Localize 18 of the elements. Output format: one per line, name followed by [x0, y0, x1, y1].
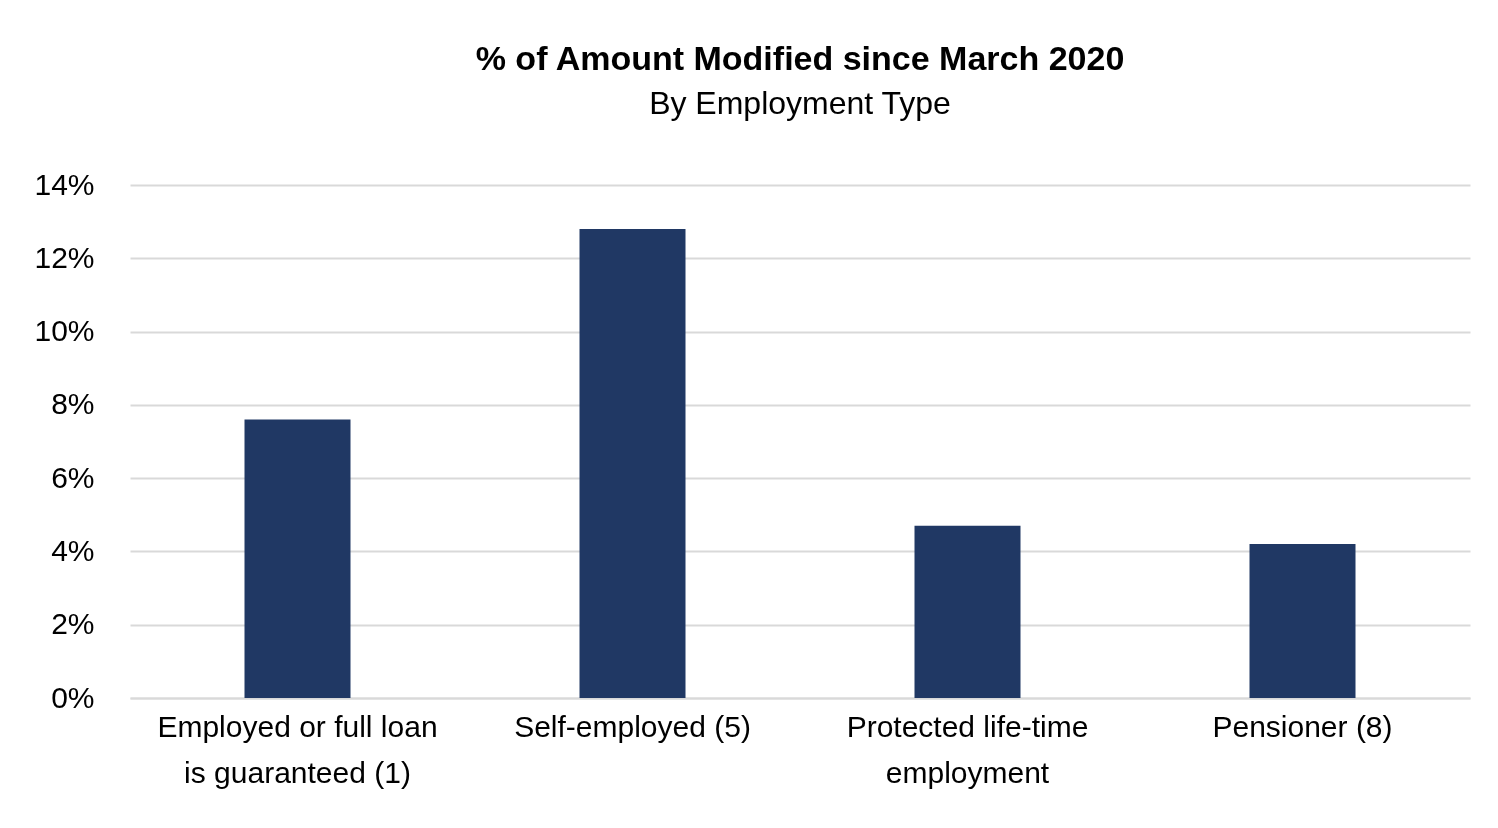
chart-subtitle: By Employment Type [649, 85, 951, 121]
bar [579, 228, 686, 698]
y-tick-label: 2% [51, 607, 95, 641]
bar [244, 419, 351, 698]
x-tick-label: Protected life-time employment [846, 709, 1089, 789]
y-tick-label: 4% [51, 533, 95, 567]
y-tick-label: 12% [34, 240, 95, 274]
bar [1249, 544, 1356, 698]
x-tick-label: Self-employed (5) [514, 709, 751, 743]
bar [914, 525, 1021, 698]
x-tick-label: Employed or full loan is guaranteed (1) [157, 709, 438, 789]
y-tick-label: 14% [34, 167, 95, 201]
y-tick-label: 8% [51, 387, 95, 421]
x-tick-label: Pensioner (8) [1212, 709, 1393, 743]
y-tick-label: 0% [51, 680, 95, 714]
chart-title: % of Amount Modified since March 2020 [475, 39, 1125, 77]
y-tick-label: 10% [34, 314, 95, 348]
y-tick-label: 6% [51, 460, 95, 494]
